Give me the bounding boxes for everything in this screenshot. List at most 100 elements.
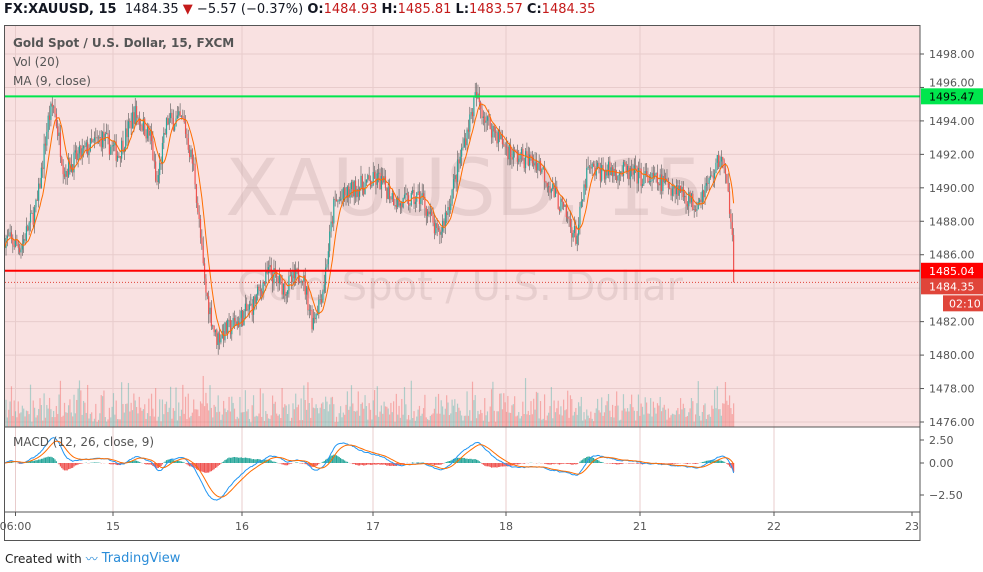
macd-histogram-bar <box>250 458 252 463</box>
macd-histogram-bar <box>500 463 502 467</box>
candle-body <box>431 211 433 216</box>
candle-body <box>594 165 596 176</box>
macd-histogram-bar <box>223 461 225 463</box>
volume-bar <box>662 407 664 427</box>
volume-bar <box>675 410 678 427</box>
candle-body <box>13 244 15 247</box>
candle-body <box>252 296 255 315</box>
volume-bar <box>439 413 441 427</box>
macd-histogram-bar <box>138 461 140 463</box>
volume-bar <box>338 413 340 427</box>
macd-histogram-bar <box>492 463 494 468</box>
candle-body <box>116 155 119 161</box>
candle-body <box>53 106 55 108</box>
volume-bar <box>5 399 7 427</box>
macd-histogram-bar <box>488 463 490 467</box>
macd-histogram-bar <box>178 460 180 463</box>
volume-bar <box>482 420 484 427</box>
candle-body <box>403 194 406 198</box>
candle-body <box>301 281 304 282</box>
candle-body <box>206 292 208 297</box>
price-change: −5.57 (−0.37%) <box>196 2 304 17</box>
volume-bar <box>13 400 15 427</box>
macd-histogram-bar <box>474 459 476 463</box>
volume-bar <box>560 406 562 427</box>
macd-histogram-bar <box>364 463 366 466</box>
volume-bar <box>367 419 369 427</box>
candle-body <box>291 275 293 283</box>
candle-body <box>503 144 505 145</box>
candle-body <box>602 165 604 171</box>
volume-bar <box>322 402 324 427</box>
volume-bar <box>583 412 585 427</box>
volume-bar <box>239 396 241 427</box>
symbol[interactable]: FX:XAUUSD, 15 <box>4 2 117 17</box>
volume-bar <box>673 414 675 427</box>
macd-histogram-bar <box>523 463 525 464</box>
volume-bar <box>348 409 350 427</box>
macd-histogram-bar <box>314 463 316 467</box>
volume-bar <box>429 415 431 427</box>
candle-body <box>261 291 263 296</box>
volume-bar <box>534 409 536 427</box>
candle-body <box>405 193 407 195</box>
candle-body <box>700 199 702 203</box>
volume-bar <box>74 413 76 427</box>
volume-bar <box>553 400 555 427</box>
candle-body <box>727 183 729 192</box>
candle-body <box>20 249 22 253</box>
candle-body <box>9 232 11 236</box>
candle-body <box>713 173 716 179</box>
macd-histogram-bar <box>514 463 516 465</box>
candle-body <box>87 142 89 156</box>
candle-body <box>163 132 165 143</box>
volume-bar <box>463 415 465 427</box>
volume-bar <box>335 416 338 427</box>
candle-body <box>12 237 14 245</box>
volume-bar <box>93 418 96 427</box>
candle-body <box>591 163 593 169</box>
volume-bar <box>530 401 532 427</box>
volume-bar <box>261 416 263 427</box>
volume-bar <box>475 418 478 427</box>
tradingview-brand[interactable]: TradingView <box>101 551 181 566</box>
macd-histogram-bar <box>27 461 29 463</box>
candle-body <box>74 150 76 153</box>
candle-body <box>519 153 521 160</box>
candle-body <box>48 115 51 120</box>
candle-body <box>140 124 142 126</box>
candle-body <box>568 218 570 220</box>
candle-body <box>164 132 166 135</box>
candle-body <box>156 180 158 183</box>
legend-volume[interactable]: Vol (20) <box>13 55 60 69</box>
macd-histogram-bar <box>237 457 240 463</box>
volume-bar <box>666 419 668 427</box>
volume-bar <box>329 404 331 427</box>
volume-bar <box>466 391 468 427</box>
macd-histogram-bar <box>390 463 392 467</box>
candle-body <box>447 207 449 216</box>
candle-body <box>636 166 638 184</box>
volume-bar <box>441 406 444 427</box>
candle-body <box>14 238 17 247</box>
candle-body <box>499 131 501 140</box>
volume-bar <box>597 398 599 427</box>
candle-body <box>482 116 484 118</box>
macd-histogram-bar <box>557 463 559 465</box>
candle-body <box>530 154 532 157</box>
volume-bar <box>220 419 222 427</box>
legend-ma[interactable]: MA (9, close) <box>13 74 91 88</box>
volume-bar <box>458 407 460 427</box>
volume-bar <box>490 389 493 427</box>
volume-bar <box>590 411 592 427</box>
footer: Created with 〰 TradingView <box>5 550 180 567</box>
macd-histogram-bar <box>254 459 256 463</box>
volume-bar <box>197 409 199 427</box>
macd-histogram-bar <box>169 458 172 463</box>
candle-body <box>387 186 389 199</box>
candle-body <box>635 165 637 167</box>
volume-bar <box>681 409 683 427</box>
volume-bar <box>330 397 332 427</box>
macd-histogram-bar <box>296 462 298 463</box>
